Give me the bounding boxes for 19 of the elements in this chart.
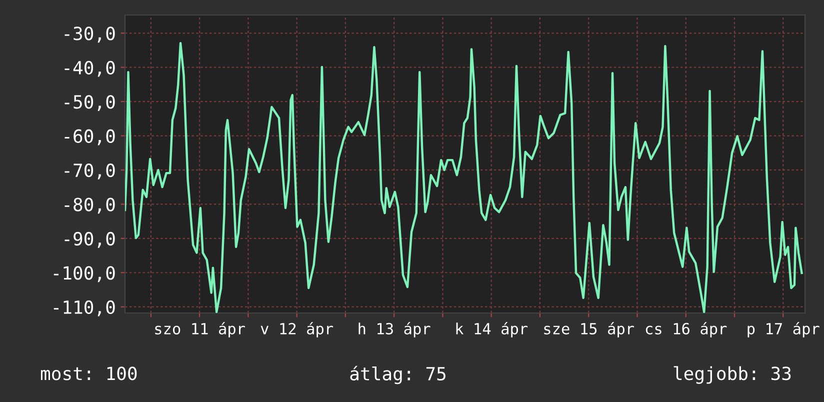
text: most: 100 xyxy=(40,366,137,380)
y-tick-label: -70,0 xyxy=(64,163,115,180)
x-tick-label: p 17 ápr xyxy=(748,322,820,338)
y-tick-label: -90,0 xyxy=(64,232,115,248)
x-tick-label: sze 15 ápr xyxy=(544,322,634,338)
x-tick-label: k 14 ápr xyxy=(456,322,528,338)
y-tick-label: -100,0 xyxy=(54,266,115,282)
x-tick-label: v 12 ápr xyxy=(260,322,334,338)
y-tick-label: -40,0 xyxy=(64,60,115,77)
y-tick-label: -50,0 xyxy=(64,95,115,111)
text: átlag: 75 xyxy=(350,366,446,384)
x-tick-label: szo 11 ápr xyxy=(155,322,245,338)
y-tick-label: -30,0 xyxy=(64,26,115,43)
x-tick-label: cs 16 ápr xyxy=(646,322,727,338)
text: legjobb: 33 xyxy=(674,366,791,384)
y-tick-label: -60,0 xyxy=(64,129,115,146)
x-tick-label: h 13 ápr xyxy=(358,322,430,338)
y-tick-label: -80,0 xyxy=(64,198,115,214)
y-tick-label: -110,0 xyxy=(54,300,115,316)
